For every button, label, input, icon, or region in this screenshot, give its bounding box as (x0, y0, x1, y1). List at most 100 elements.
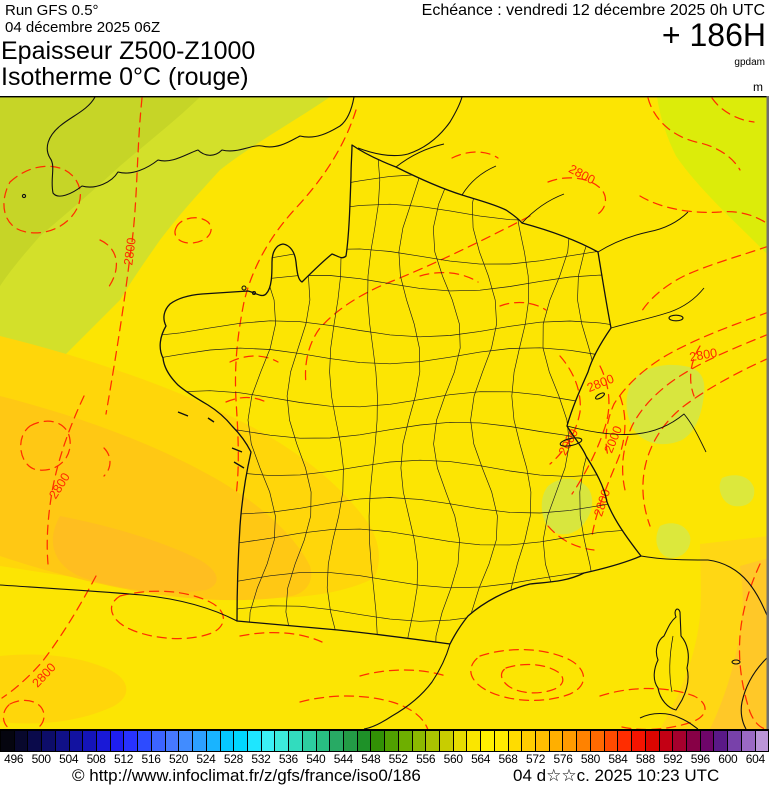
channel-island (241, 285, 247, 291)
colorbar-tick: 600 (718, 752, 738, 766)
colorbar-cell (494, 731, 509, 751)
colorbar-cell (42, 731, 56, 751)
colorbar-tick: 524 (196, 752, 216, 766)
model-run-label: Run GFS 0.5° (5, 2, 99, 19)
colorbar-cell (467, 731, 482, 751)
colorbar-cell (179, 731, 194, 751)
colorbar-tick: 528 (223, 752, 243, 766)
colorbar-cell (590, 731, 605, 751)
header: Run GFS 0.5° 04 décembre 2025 06Z Epaiss… (0, 0, 769, 96)
corsica-outline (653, 608, 689, 711)
copyright-url: © http://www.infoclimat.fr/z/gfs/france/… (72, 766, 421, 785)
colorbar-cell (275, 731, 290, 751)
colorbar-tick: 568 (498, 752, 518, 766)
channel-island (251, 290, 257, 296)
colorbar-cell (55, 731, 70, 751)
colorbar-tick: 504 (59, 752, 79, 766)
atlantic-islands (177, 411, 245, 469)
colorbar-cell (343, 731, 358, 751)
colorbar-cell (206, 731, 221, 751)
colorbar-cell (755, 731, 769, 751)
colorbar-cell (83, 731, 98, 751)
colorbar-tick: 520 (168, 752, 189, 766)
england-coast (46, 96, 355, 197)
colorbar-cell (453, 731, 468, 751)
department-line (160, 347, 641, 365)
lake-neuchatel (595, 392, 605, 400)
colorbar-cell (193, 731, 207, 751)
colorbar-cell (700, 731, 715, 751)
isotherm-unit-label: m (753, 80, 763, 94)
colorbar-tick: 532 (251, 752, 271, 766)
colorbar-cell (302, 731, 317, 751)
colorbar-tick: 516 (141, 752, 161, 766)
colorbar-tick: 564 (471, 752, 491, 766)
lake-geneva (559, 437, 583, 447)
colorbar-tick: 560 (443, 752, 463, 766)
spanish-coast (0, 584, 451, 729)
colorbar-cell (110, 731, 125, 751)
colorbar-tick: 540 (306, 752, 326, 766)
colorbar-cell (234, 731, 248, 751)
colorbar-cell (357, 731, 372, 751)
department-line (470, 145, 498, 644)
colorbar-cell (714, 731, 729, 751)
map-top-border (0, 96, 769, 98)
thickness-colorbar (0, 729, 769, 752)
colorbar-cell (673, 731, 687, 751)
colorbar-tick: 576 (553, 752, 573, 766)
thickness-unit-label: gpdam (734, 57, 765, 68)
colorbar-cell (0, 731, 15, 751)
colorbar-cell (686, 731, 701, 751)
colorbar-cell (522, 731, 537, 751)
forecast-hour-label: + 186H (661, 17, 766, 53)
benelux-german-borders (395, 143, 689, 253)
colorbar-cell (412, 731, 427, 751)
map-title-line1: Epaisseur Z500-Z1000 (1, 37, 256, 65)
colorbar-tick: 580 (580, 752, 601, 766)
colorbar-tick: 588 (635, 752, 655, 766)
italian-coast (640, 555, 769, 729)
elba-island (731, 659, 741, 665)
colorbar-tick: 596 (690, 752, 710, 766)
thickness-fill-layers (0, 96, 769, 729)
colorbar-cell (536, 731, 550, 751)
scilly-isles (21, 193, 27, 199)
colorbar-tick: 512 (114, 752, 134, 766)
generation-timestamp: 04 d☆☆c. 2025 10:23 UTC (513, 766, 720, 785)
run-date-label: 04 décembre 2025 06Z (5, 19, 161, 36)
colorbar-cell (151, 731, 166, 751)
colorbar-cell (481, 731, 495, 751)
colorbar-cell (14, 731, 29, 751)
colorbar-tick-labels: 496 500 504 508 512 516 520 524 528 532 536 540 544 5… (0, 752, 769, 766)
colorbar-tick: 544 (333, 752, 353, 766)
colorbar-cell (289, 731, 303, 751)
coastlines (0, 96, 769, 729)
colorbar-tick: 496 (4, 752, 24, 766)
colorbar-cell (316, 731, 331, 751)
colorbar-cell (165, 731, 180, 751)
valid-time-label: Echéance : vendredi 12 décembre 2025 0h … (421, 2, 765, 19)
colorbar-cell (124, 731, 139, 751)
colorbar-cell (549, 731, 564, 751)
colorbar-cell (371, 731, 386, 751)
colorbar-cell (508, 731, 523, 751)
contour-label: 2800 (688, 346, 718, 365)
colorbar-tick: 604 (745, 752, 765, 766)
map-canvas: 2800 2800 2800 2800 2000 2000 2800 2800 2800 (0, 96, 769, 729)
colorbar-cell (604, 731, 619, 751)
colorbar-tick: 536 (278, 752, 298, 766)
colorbar-cell (330, 731, 344, 751)
colorbar-cell (398, 731, 413, 751)
colorbar-cell (741, 731, 756, 751)
sardinia-coast (639, 712, 699, 729)
colorbar-cell (220, 731, 235, 751)
colorbar-cell (28, 731, 43, 751)
corsica-interior (669, 635, 674, 693)
department-line (367, 145, 381, 644)
colorbar-cell (728, 731, 742, 751)
colorbar-tick: 552 (388, 752, 408, 766)
contour-label: 2800 (121, 237, 138, 266)
department-line (160, 320, 641, 338)
